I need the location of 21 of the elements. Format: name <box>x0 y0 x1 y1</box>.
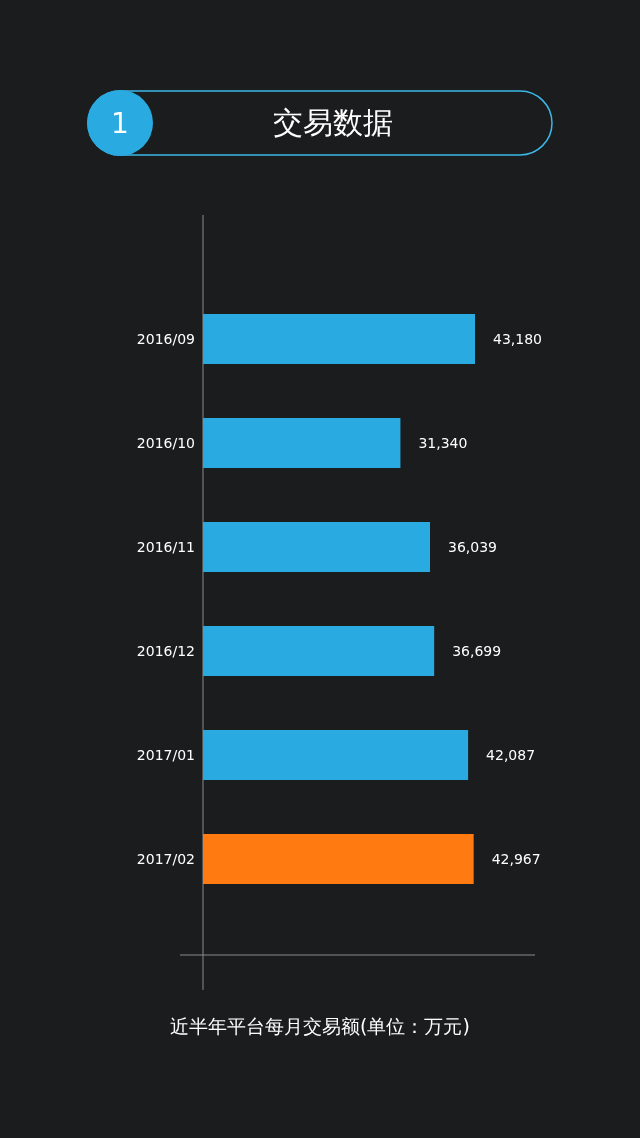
data-label: 31,340 <box>418 435 468 451</box>
bar <box>203 418 401 468</box>
x-axis-title: 近半年平台每月交易额(单位：万元) <box>170 1015 470 1037</box>
data-label: 42,087 <box>486 747 536 763</box>
bar <box>203 626 435 676</box>
data-label: 42,967 <box>491 851 541 867</box>
data-label: 36,039 <box>448 539 498 555</box>
y-tick-label: 2016/12 <box>136 643 195 659</box>
bar <box>203 314 475 364</box>
y-tick-label: 2016/09 <box>136 331 195 347</box>
data-label: 43,180 <box>493 331 542 347</box>
chart-title: 交易数据 <box>273 105 393 140</box>
y-tick-label: 2016/11 <box>136 539 195 555</box>
y-tick-label: 2017/01 <box>136 747 195 763</box>
bar <box>203 834 474 884</box>
y-tick-label: 2017/02 <box>136 851 195 867</box>
y-tick-label: 2016/10 <box>136 435 195 451</box>
text: 1 <box>111 107 129 140</box>
bar <box>203 730 469 780</box>
data-label: 36,699 <box>452 643 502 659</box>
bar <box>203 522 431 572</box>
